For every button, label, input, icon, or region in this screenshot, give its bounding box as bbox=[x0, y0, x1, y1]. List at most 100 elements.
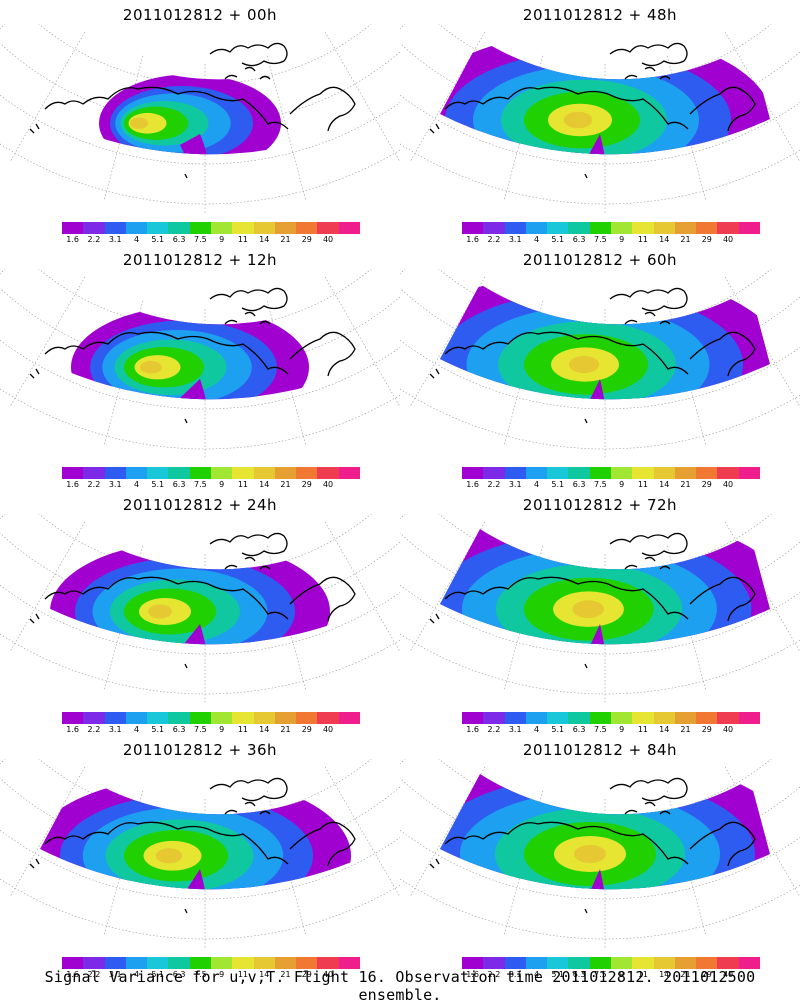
colorbar-swatch bbox=[125, 222, 148, 234]
colorbar-swatch bbox=[717, 222, 739, 234]
colorbar-tick-label: 6.3 bbox=[572, 235, 586, 244]
colorbar-swatch bbox=[696, 712, 718, 724]
variance-field bbox=[99, 74, 281, 155]
colorbar-swatch bbox=[504, 957, 526, 969]
colorbar-tick-label: 11 bbox=[637, 970, 649, 979]
colorbar-swatch bbox=[125, 467, 148, 479]
colorbar-swatch bbox=[296, 467, 318, 479]
colorbar-tick-label: 2.2 bbox=[87, 725, 101, 734]
colorbar-tick-label: 2.2 bbox=[87, 970, 101, 979]
colorbar-swatch bbox=[317, 467, 339, 479]
colorbar-swatch bbox=[62, 957, 84, 969]
colorbar-tick-label: 11 bbox=[637, 480, 649, 489]
colorbar-swatch bbox=[210, 467, 233, 479]
colorbar-tick-label: 7.5 bbox=[593, 725, 607, 734]
colorbar-tick-label: 29 bbox=[301, 480, 312, 489]
colorbar-swatch bbox=[462, 712, 484, 724]
colorbar-swatch bbox=[504, 467, 526, 479]
colorbar-swatch bbox=[547, 712, 569, 724]
colorbar-swatch bbox=[674, 957, 697, 969]
forecast-panel-48h: 2011012812 + 48h 1.6 2.2 3.1 4 5.1 6.3 7.5 9 11 14… bbox=[400, 0, 800, 245]
colorbar-swatch bbox=[525, 957, 548, 969]
coastlines bbox=[29, 777, 356, 914]
colorbar-swatch bbox=[589, 712, 611, 724]
colorbar-tick-label: 11 bbox=[237, 480, 249, 489]
colorbar-swatch bbox=[210, 222, 233, 234]
colorbar-swatch bbox=[483, 222, 505, 234]
colorbar-tick-label: 7.5 bbox=[593, 235, 607, 244]
colorbar-swatch bbox=[189, 957, 211, 969]
colorbar-swatch bbox=[104, 467, 126, 479]
colorbar-tick-label: 11 bbox=[237, 235, 249, 244]
colorbar-swatch bbox=[738, 467, 760, 479]
colorbar-tick-label: 6.3 bbox=[172, 235, 186, 244]
colorbar-swatch bbox=[147, 467, 169, 479]
colorbar-tick-label: 29 bbox=[701, 480, 712, 489]
colorbar-tick-label: 1.6 bbox=[466, 235, 480, 244]
colorbar-swatch bbox=[653, 957, 675, 969]
colorbar-swatch bbox=[253, 222, 275, 234]
colorbar-swatch bbox=[83, 957, 105, 969]
polar-stereographic-map bbox=[400, 269, 800, 459]
colorbar-tick-label: 40 bbox=[722, 725, 734, 734]
colorbar-swatch bbox=[568, 712, 590, 724]
colorbar-tick-label: 11 bbox=[237, 970, 249, 979]
colorbar-swatch bbox=[568, 222, 590, 234]
colorbar-swatch bbox=[632, 712, 654, 724]
colorbar-tick-label: 1.6 bbox=[66, 725, 80, 734]
colorbar-swatch bbox=[632, 222, 654, 234]
colorbar-swatch bbox=[253, 467, 275, 479]
colorbar-swatch bbox=[653, 712, 675, 724]
colorbar-swatch bbox=[125, 712, 148, 724]
colorbar-tick-label: 9 bbox=[219, 970, 225, 979]
colorbar-swatch bbox=[253, 957, 275, 969]
forecast-panel-24h: 2011012812 + 24h 1.6 2.2 3.1 4 5.1 6.3 7.5 9 11 14… bbox=[0, 490, 400, 735]
colorbar-swatch bbox=[696, 222, 718, 234]
colorbar-tick-label: 5.1 bbox=[151, 235, 165, 244]
colorbar-swatch bbox=[62, 222, 84, 234]
colorbar-swatch bbox=[210, 957, 233, 969]
colorbar-tick-label: 11 bbox=[637, 235, 649, 244]
panel-title: 2011012812 + 48h bbox=[522, 6, 678, 24]
colorbar-tick-label: 21 bbox=[280, 725, 291, 734]
colorbar-tick-label: 3.1 bbox=[108, 970, 122, 979]
colorbar-swatch bbox=[338, 712, 360, 724]
colorbar-tick-label: 5.1 bbox=[551, 235, 565, 244]
colorbar-tick-label: 3.1 bbox=[508, 970, 522, 979]
colorbar-swatch bbox=[296, 712, 318, 724]
colorbar-tick-label: 5.1 bbox=[151, 725, 165, 734]
colorbar-swatch bbox=[253, 712, 275, 724]
colorbar-tick-label: 29 bbox=[701, 725, 712, 734]
colorbar-tick-label: 1.6 bbox=[66, 480, 80, 489]
colorbar-swatch bbox=[296, 222, 318, 234]
colorbar-tick-label: 4 bbox=[533, 235, 540, 244]
colorbar-tick-label: 11 bbox=[237, 725, 249, 734]
colorbar-tick-label: 5.1 bbox=[151, 970, 165, 979]
colorbar-swatch bbox=[696, 467, 718, 479]
colorbar-swatch bbox=[338, 222, 360, 234]
colorbar-swatch bbox=[504, 222, 526, 234]
coastlines bbox=[429, 287, 756, 424]
colorbar-swatch bbox=[232, 957, 254, 969]
colorbar-tick-label: 6.3 bbox=[572, 725, 586, 734]
colorbar-tick-label: 2.2 bbox=[487, 480, 501, 489]
colorbar-swatch bbox=[338, 467, 360, 479]
colorbar-swatch bbox=[317, 957, 339, 969]
colorbar-swatch bbox=[189, 467, 211, 479]
coastlines bbox=[29, 532, 356, 669]
colorbar-swatch bbox=[674, 222, 697, 234]
colorbar-labels: 1.6 2.2 3.1 4 5.1 6.3 7.5 9 11 14 21 29 40 bbox=[450, 480, 760, 492]
colorbar-tick-label: 6.3 bbox=[172, 725, 186, 734]
colorbar-swatch bbox=[462, 467, 484, 479]
forecast-panel-00h: 2011012812 + 00h 1.6 2.2 3.1 4 5.1 6.3 7.5 9 11 14… bbox=[0, 0, 400, 245]
panel-title: 2011012812 + 24h bbox=[122, 496, 278, 514]
colorbar-tick-label: 9 bbox=[619, 480, 625, 489]
variance-field bbox=[71, 306, 309, 400]
colorbar-swatch bbox=[125, 957, 148, 969]
forecast-panel-60h: 2011012812 + 60h 1.6 2.2 3.1 4 5.1 6.3 7.5 9 11 14… bbox=[400, 245, 800, 490]
colorbar-tick-label: 40 bbox=[722, 235, 734, 244]
colorbar-tick-label: 9 bbox=[619, 970, 625, 979]
colorbar bbox=[62, 957, 360, 969]
colorbar-tick-label: 6.3 bbox=[172, 970, 186, 979]
figure-caption: Signal Variance for u,v,T. Flight 16. Ob… bbox=[44, 968, 756, 1004]
